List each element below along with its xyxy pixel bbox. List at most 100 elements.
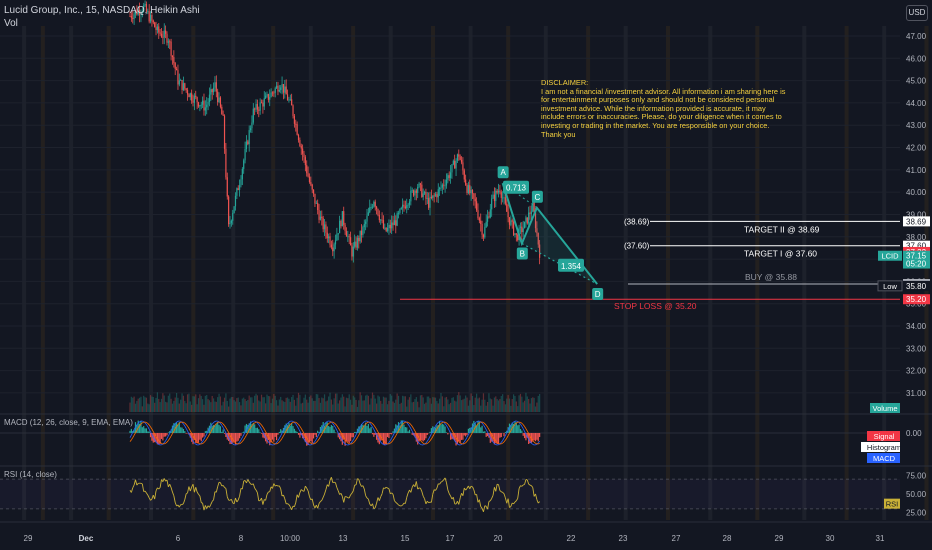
candle-body (262, 102, 264, 107)
macd-line-seg (202, 439, 205, 442)
rsi-line-seg (304, 485, 308, 489)
signal-line-seg (305, 435, 308, 439)
rsi-line-seg (424, 498, 427, 504)
signal-line-seg (344, 439, 347, 442)
rsi-line-seg (178, 504, 182, 508)
candle-body (360, 230, 363, 235)
price-tag-label: 35.80 (906, 282, 927, 291)
rsi-line-seg (250, 483, 253, 485)
macd-line-seg (147, 426, 150, 430)
signal-line-seg (174, 426, 177, 429)
pattern-legs (501, 182, 598, 285)
macd-histogram-bar (136, 424, 138, 433)
signal-line-seg (333, 422, 336, 425)
currency-button[interactable]: USD (906, 5, 928, 21)
volume-bar (486, 401, 489, 412)
signal-line-seg (259, 423, 262, 426)
volume-bar (296, 397, 298, 412)
rsi-line-seg (298, 492, 301, 498)
signal-line-seg (373, 424, 376, 428)
candle-body (456, 154, 459, 161)
volume-bar (339, 400, 341, 412)
signal-line-seg (281, 435, 284, 439)
session-band (844, 26, 849, 520)
signal-line-seg (309, 441, 312, 444)
rsi-line-seg (422, 495, 425, 499)
macd-histogram-bar (349, 433, 352, 441)
signal-line-seg (303, 433, 306, 437)
signal-line-seg (403, 421, 406, 424)
macd-line-seg (206, 431, 209, 435)
volume-bar (408, 397, 411, 412)
volume-bar (466, 397, 468, 412)
session-band (506, 26, 511, 520)
rsi-line-seg (532, 487, 535, 497)
volume-bar (510, 405, 512, 412)
candle-body (510, 220, 512, 225)
macd-histogram-bar (204, 431, 206, 433)
candle-body (376, 206, 378, 209)
ratio-bd-badge (558, 258, 584, 272)
signal-line-seg (377, 431, 380, 435)
candle-body (263, 98, 265, 107)
candle-body (486, 216, 489, 222)
macd-line-seg (184, 425, 187, 429)
time-tick: 22 (567, 534, 576, 543)
candle-body (480, 220, 482, 224)
rsi-line-seg (348, 494, 351, 499)
rsi-line-seg (515, 498, 519, 501)
signal-line-seg (140, 422, 143, 425)
signal-line-seg (421, 441, 424, 444)
rsi-line-seg (162, 478, 165, 482)
macd-line-seg (364, 420, 366, 423)
volume-bar (397, 395, 400, 412)
volume-bar (233, 400, 235, 412)
signal-line-seg (314, 442, 317, 444)
candle-body (311, 184, 313, 190)
volume-bar (252, 402, 254, 412)
macd-line-seg (357, 429, 360, 433)
signal-line-seg (279, 440, 282, 443)
volume-bar (429, 398, 431, 412)
candle-body (255, 104, 257, 110)
macd-histogram-bar (181, 427, 183, 433)
signal-line-seg (272, 442, 275, 444)
macd-line-seg (325, 421, 328, 423)
macd-line-seg (396, 425, 399, 428)
macd-line-seg (189, 436, 193, 440)
volume-bar (255, 393, 257, 412)
signal-line-seg (346, 441, 349, 444)
volume-bar (171, 403, 174, 412)
macd-tag: Signal (874, 432, 895, 441)
price-tag-box (903, 280, 930, 291)
signal-line-seg (459, 442, 462, 445)
volume-bar (299, 394, 301, 412)
signal-line-seg (310, 442, 313, 445)
macd-histogram-bar (223, 433, 226, 434)
signal-line-seg (317, 438, 320, 442)
macd-line-seg (277, 438, 280, 441)
macd-line-seg (322, 423, 325, 427)
volume-bar (355, 399, 357, 412)
candle-body (289, 99, 291, 101)
macd-line-seg (395, 427, 398, 431)
candle-body (406, 205, 408, 209)
macd-line-seg (287, 421, 290, 424)
candle-body (228, 196, 230, 225)
rsi-line-seg (199, 495, 202, 503)
signal-line-seg (484, 423, 487, 426)
macd-line-seg (154, 439, 157, 443)
rsi-line-seg (428, 501, 431, 504)
volume-bar (311, 398, 313, 412)
candle-body (189, 93, 191, 98)
candle-body (259, 102, 261, 111)
candle-body (312, 189, 315, 194)
volume-bar (223, 397, 226, 412)
rsi-line-seg (266, 491, 269, 495)
signal-line-seg (429, 438, 432, 442)
rsi-line-seg (442, 479, 445, 482)
volume-bar (212, 398, 215, 412)
rsi-tag-box (884, 498, 900, 509)
price-tag-box (903, 240, 930, 251)
